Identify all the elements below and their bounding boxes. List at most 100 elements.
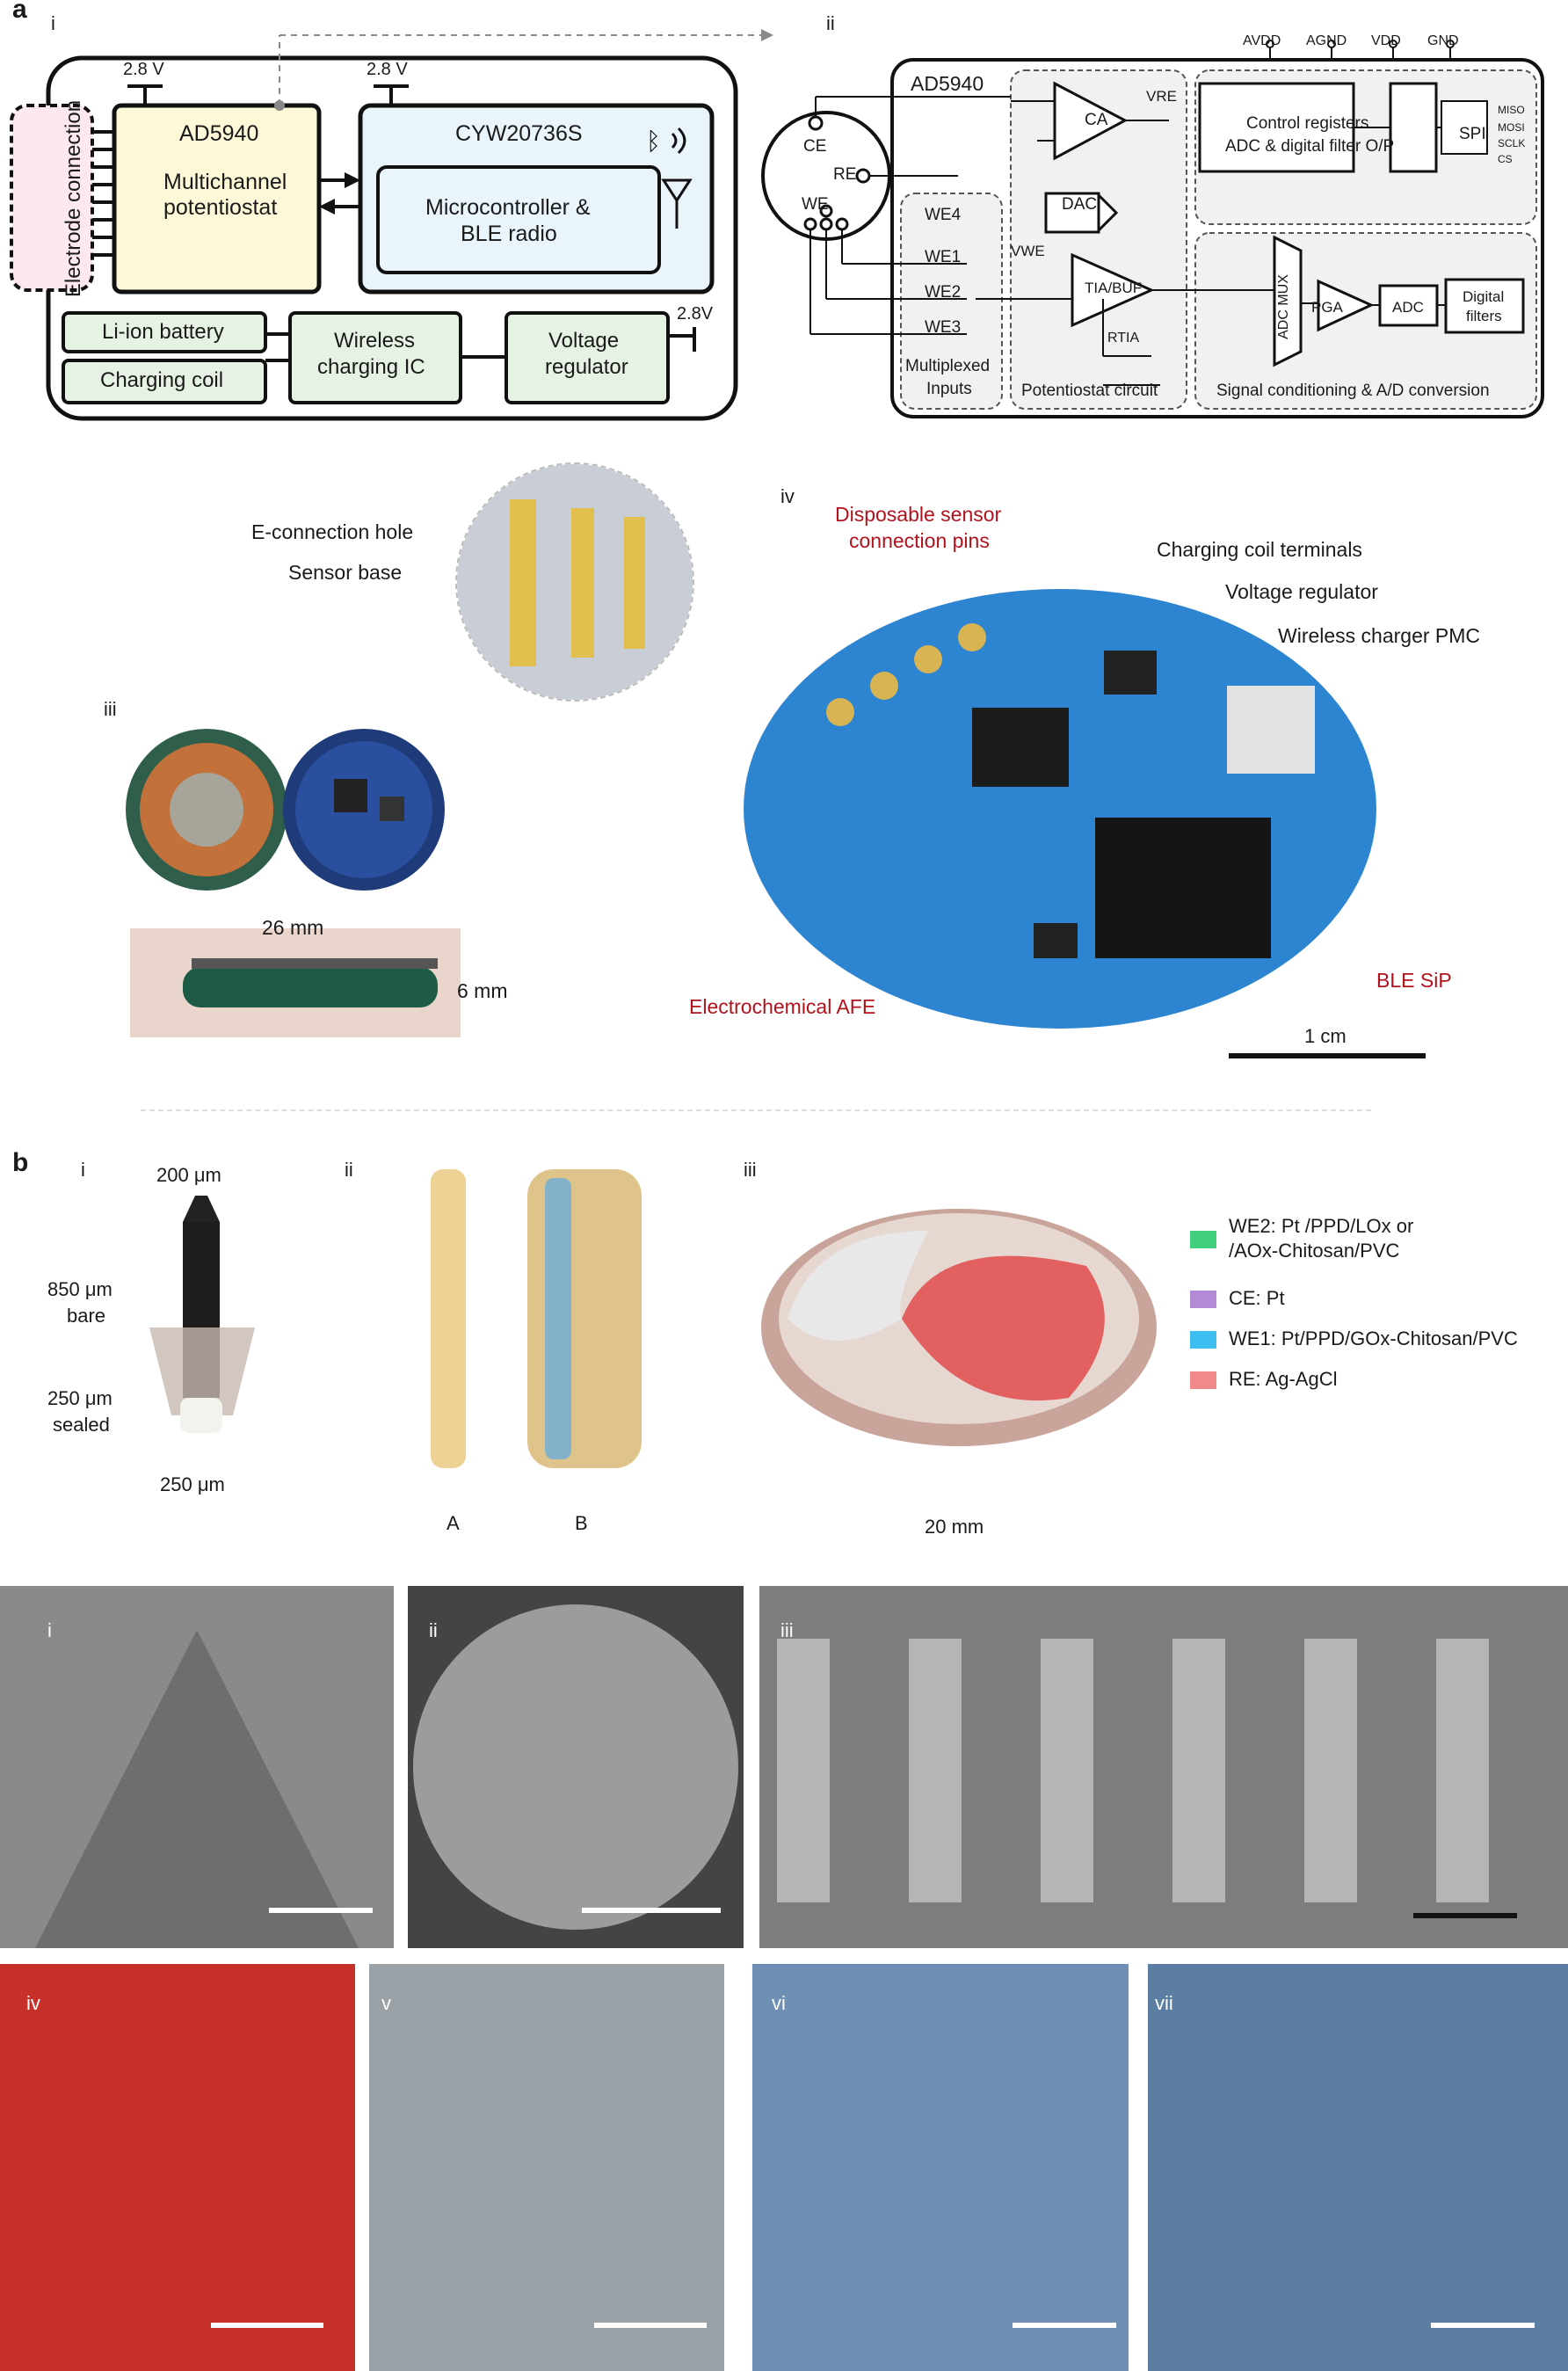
legend-we1-swatch bbox=[1190, 1331, 1216, 1349]
panel-b-ii-label: ii bbox=[345, 1159, 353, 1181]
we1-label: WE1 bbox=[925, 248, 962, 266]
panel-c-vi-label: vi bbox=[772, 1992, 786, 2014]
block-diagram: ᛒ bbox=[10, 29, 773, 421]
panel-b-label: b bbox=[12, 1148, 29, 1177]
mux-label-line1: Multiplexed bbox=[905, 357, 991, 375]
svg-text:ᛒ: ᛒ bbox=[646, 127, 661, 155]
panel-c-v-label: v bbox=[381, 1992, 391, 2014]
mcu-line2: BLE radio bbox=[461, 222, 557, 246]
spi-mosi: MOSI bbox=[1498, 121, 1525, 134]
patch-width-label: 20 mm bbox=[925, 1516, 984, 1538]
width-26mm-label: 26 mm bbox=[262, 916, 324, 939]
electrode-connection-label: Electrode connection bbox=[62, 99, 86, 298]
part-b-label: B bbox=[575, 1512, 588, 1534]
sensor-pins-line2: connection pins bbox=[849, 529, 990, 552]
battery-label: Li-ion battery bbox=[102, 320, 224, 344]
pcb-scale-bar bbox=[1229, 1053, 1426, 1058]
panel-a-i-label: i bbox=[51, 12, 55, 34]
ble-sip-label: BLE SiP bbox=[1376, 969, 1452, 992]
voltage-regulator-line2: regulator bbox=[545, 355, 628, 379]
panel-a-iii-label: iii bbox=[104, 698, 117, 720]
panel-c-ii-label: ii bbox=[429, 1619, 438, 1641]
pcb-scale-label: 1 cm bbox=[1304, 1025, 1347, 1047]
bare-850um-line1: 850 μm bbox=[47, 1278, 113, 1300]
digital-filters-line1: Digital bbox=[1463, 288, 1505, 305]
vwe-label: VWE bbox=[1011, 243, 1045, 259]
e-connection-hole-label: E-connection hole bbox=[251, 520, 414, 543]
voltage-regulator-pcb-label: Voltage regulator bbox=[1225, 580, 1378, 603]
potentiostat-label: Potentiostat circuit bbox=[1021, 382, 1158, 400]
charging-coil-terminals-label: Charging coil terminals bbox=[1157, 538, 1362, 561]
divider-a-b bbox=[141, 1109, 1371, 1111]
legend-we2-line1: WE2: Pt /PPD/LOx or bbox=[1229, 1215, 1414, 1237]
photo-sensor-back bbox=[1148, 1964, 1568, 2371]
ca-label: CA bbox=[1085, 111, 1108, 129]
electrochemical-afe-label: Electrochemical AFE bbox=[689, 995, 876, 1018]
spi-sclk: SCLK bbox=[1498, 137, 1526, 149]
we2-label: WE2 bbox=[925, 283, 962, 302]
adc-mux-label: ADC MUX bbox=[1275, 274, 1291, 339]
legend-we2-line2: /AOx-Chitosan/PVC bbox=[1229, 1240, 1400, 1262]
sem-needle-tip bbox=[0, 1586, 394, 1948]
ad5940-desc-line1: Multichannel bbox=[163, 170, 287, 194]
mcu-line1: Microcontroller & bbox=[425, 195, 591, 220]
pin-inset-circle bbox=[455, 462, 694, 702]
device-side-photo bbox=[130, 928, 461, 1037]
re-label: RE bbox=[833, 165, 857, 184]
we-label: WE bbox=[802, 195, 829, 214]
ad5940-desc-line2: potentiostat bbox=[163, 195, 278, 220]
wireless-ic-line1: Wireless bbox=[334, 329, 416, 353]
legend-ce-label: CE: Pt bbox=[1229, 1287, 1285, 1309]
we4-label: WE4 bbox=[925, 206, 962, 224]
pin-gnd: GND bbox=[1427, 33, 1459, 48]
tip-200um-label: 200 μm bbox=[156, 1164, 221, 1186]
panel-c-vii-label: vii bbox=[1155, 1992, 1173, 2014]
wireless-charger-pmc-label: Wireless charger PMC bbox=[1278, 624, 1481, 647]
panel-a-label: a bbox=[12, 0, 27, 24]
photo-four-sensors bbox=[369, 1964, 724, 2371]
sensor-base-label: Sensor base bbox=[288, 561, 403, 584]
we3-label: WE3 bbox=[925, 318, 962, 337]
legend-we2-swatch bbox=[1190, 1231, 1216, 1248]
cyw-title: CYW20736S bbox=[455, 121, 583, 146]
base-250um-label: 250 μm bbox=[160, 1473, 225, 1495]
panel-a-ii-label: ii bbox=[826, 12, 835, 34]
ce-label: CE bbox=[803, 137, 827, 156]
voltage-regulator-line1: Voltage bbox=[548, 329, 620, 353]
spi-miso: MISO bbox=[1498, 104, 1525, 116]
sealed-250um-line2: sealed bbox=[53, 1414, 110, 1436]
panel-c-iii-label: iii bbox=[780, 1619, 794, 1641]
bare-850um-line2: bare bbox=[67, 1305, 106, 1327]
legend-re-label: RE: Ag-AgCl bbox=[1229, 1368, 1338, 1390]
wireless-ic-line2: charging IC bbox=[317, 355, 425, 379]
microneedle-illustration bbox=[149, 1196, 255, 1433]
pin-agnd: AGND bbox=[1306, 33, 1347, 48]
circuit-diagram bbox=[761, 40, 1544, 418]
control-registers-line2: ADC & digital filter O/P bbox=[1225, 137, 1395, 156]
vre-label: VRE bbox=[1146, 88, 1177, 105]
voltage-regulator-output-label: 2.8V bbox=[677, 304, 714, 324]
rtia-label: RTIA bbox=[1107, 331, 1140, 345]
height-6mm-label: 6 mm bbox=[457, 979, 508, 1002]
coil-label: Charging coil bbox=[100, 368, 224, 392]
panel-c-iv-label: iv bbox=[26, 1992, 40, 2014]
tia-label: TIA/BUF bbox=[1085, 280, 1143, 296]
sensor-exploded-view bbox=[431, 1169, 642, 1468]
device-top-photo bbox=[123, 726, 457, 893]
mux-label-line2: Inputs bbox=[926, 380, 972, 398]
voltage-left-label: 2.8 V bbox=[123, 60, 164, 79]
panel-b-iii-label: iii bbox=[744, 1159, 757, 1181]
circuit-chip-label: AD5940 bbox=[911, 72, 984, 95]
legend-ce-swatch bbox=[1190, 1291, 1216, 1308]
control-registers-line1: Control registers bbox=[1246, 114, 1369, 133]
ad5940-title: AD5940 bbox=[179, 121, 259, 146]
legend-re-swatch bbox=[1190, 1371, 1216, 1389]
signal-conditioning-label: Signal conditioning & A/D conversion bbox=[1216, 382, 1490, 400]
sem-needle-array bbox=[759, 1586, 1568, 1948]
panel-b-i-label: i bbox=[81, 1159, 85, 1181]
panel-a-iv-label: iv bbox=[780, 485, 795, 507]
dac-label: DAC bbox=[1062, 195, 1098, 214]
sensor-patch-render bbox=[761, 1209, 1157, 1446]
spi-label: SPI bbox=[1459, 125, 1486, 143]
pin-avdd: AVDD bbox=[1243, 33, 1281, 48]
